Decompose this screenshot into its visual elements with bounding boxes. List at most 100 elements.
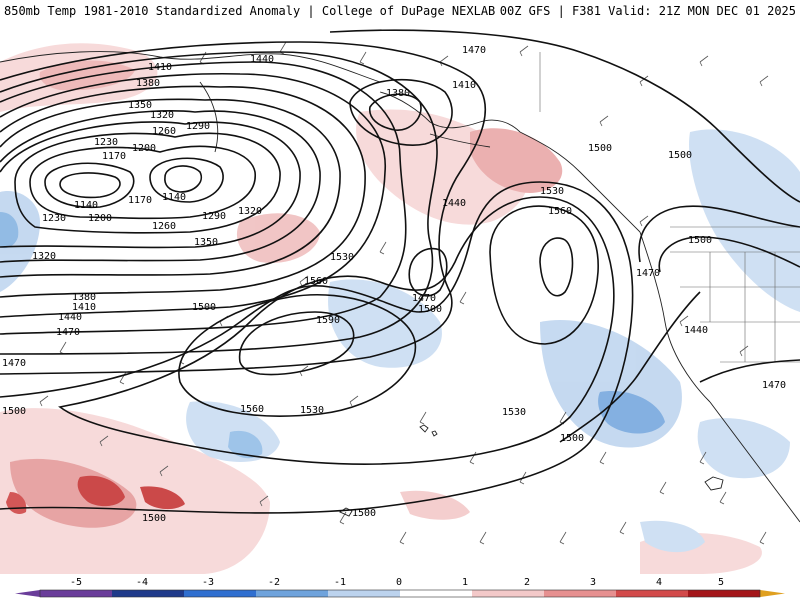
contour-1140-west: [59, 172, 121, 199]
contour-label: 1440: [58, 312, 82, 323]
bc-coast: [639, 231, 711, 403]
colorbar-segment: [688, 590, 707, 597]
colorbar-segment: [490, 590, 509, 597]
colorbar-segment: [670, 590, 689, 597]
colorbar-segment: [472, 590, 491, 597]
colorbar-tick: 5: [718, 577, 724, 588]
colorbar-segment: [328, 590, 347, 597]
contour-label: 1260: [152, 221, 176, 232]
contour-label: 1500: [588, 143, 612, 154]
contour-label: 1230: [94, 137, 118, 148]
contour-1560-east: [489, 205, 599, 345]
height-contours: [0, 29, 800, 514]
contour-label: 1470: [762, 380, 786, 391]
colorbar-tick: 1: [462, 577, 468, 588]
cold-anomaly-west-core: [0, 212, 19, 249]
contour-1140-east: [164, 165, 202, 193]
contour-label: 1320: [238, 206, 262, 217]
colorbar-arrow-right: [760, 590, 785, 597]
colorbar-segment: [634, 590, 653, 597]
contour-label: 1560: [240, 404, 264, 415]
contour-label: 1380: [136, 78, 160, 89]
contour-label: 1470: [56, 327, 80, 338]
warm-anomaly-sw-core-2: [140, 486, 185, 510]
colorbar-tick: 3: [590, 577, 596, 588]
contour-label: 1500: [142, 513, 166, 524]
colorbar-segment: [382, 590, 401, 597]
contour-label: 1320: [32, 251, 56, 262]
warm-anomaly-sw: [0, 408, 270, 574]
contour-1290: [0, 110, 321, 263]
alaska-coast: [379, 91, 521, 133]
colorbar-segment: [436, 590, 455, 597]
colorbar-arrow-left: [15, 590, 40, 597]
colorbar-segment: [562, 590, 581, 597]
colorbar-segment: [742, 590, 761, 597]
contour-label: 1500: [560, 433, 584, 444]
warm-anomaly-south: [400, 490, 470, 520]
map-title: 850mb Temp 1981-2010 Standardized Anomal…: [4, 4, 496, 18]
kamchatka-coast: [199, 81, 219, 153]
colorbar-segment: [256, 590, 275, 597]
colorbar-tick: 0: [396, 577, 402, 588]
colorbar-tick: -1: [334, 577, 346, 588]
contour-label: 1380: [386, 88, 410, 99]
colorbar-segment: [418, 590, 437, 597]
colorbar-tick: 4: [656, 577, 662, 588]
colorbar-segment: [130, 590, 149, 597]
contour-label: 1410: [148, 62, 172, 73]
anomaly-map: 1470 1440 1410 1380 1350 1320 1290 1260 …: [0, 22, 800, 574]
colorbar-segment: [616, 590, 635, 597]
contour-1470: [0, 41, 487, 375]
contour-label: 1440: [442, 198, 466, 209]
contour-1350: [0, 85, 366, 298]
contour-label: 1470: [2, 358, 26, 369]
contour-label: 1560: [304, 276, 328, 287]
cold-anomaly-central: [328, 279, 442, 368]
contour-label: 1530: [540, 186, 564, 197]
cold-anomaly-south-center: [640, 520, 705, 553]
colorbar-segment: [598, 590, 617, 597]
colorbar-segment: [400, 590, 419, 597]
colorbar-segment: [544, 590, 563, 597]
contour-1200: [29, 145, 256, 220]
colorbar-segment: [202, 590, 221, 597]
contour-labels: 1470 1440 1410 1380 1350 1320 1290 1260 …: [2, 45, 786, 524]
colorbar-segment: [346, 590, 365, 597]
contour-1380-alaska: [369, 93, 422, 131]
colorbar-segment: [364, 590, 383, 597]
colorbar-segment: [310, 590, 329, 597]
colorbar-segment: [652, 590, 671, 597]
contour-label: 1140: [162, 192, 186, 203]
contour-1260: [0, 121, 301, 249]
contour-label: 1530: [502, 407, 526, 418]
colorbar-segment: [274, 590, 293, 597]
warm-anomaly-gulf: [470, 128, 563, 193]
warm-anomaly-sw-mid: [10, 458, 137, 528]
contour-1170-east: [149, 157, 224, 203]
contour-label: 1170: [102, 151, 126, 162]
colorbar-tick: 2: [524, 577, 530, 588]
contour-label: 1200: [88, 213, 112, 224]
contour-1560-west: [178, 293, 417, 417]
contour-1590-east: [539, 237, 574, 297]
island-hawaii: [419, 424, 438, 437]
colorbar-ramp: [15, 589, 785, 598]
contour-label: 1500: [352, 508, 376, 519]
contour-1410: [0, 61, 407, 335]
contour-label: 1500: [2, 406, 26, 417]
colorbar-segment: [580, 590, 599, 597]
contour-label: 1350: [194, 237, 218, 248]
contour-1230: [14, 132, 281, 234]
contour-label: 1500: [688, 235, 712, 246]
contour-1530: [58, 196, 615, 465]
state-boundaries: [539, 52, 800, 363]
contour-1500-north: [329, 29, 800, 203]
colorbar-segment: [58, 590, 77, 597]
colorbar-segment: [76, 590, 95, 597]
siberia-coast: [0, 51, 381, 83]
contour-label: 1590: [316, 315, 340, 326]
colorbar-segment: [454, 590, 473, 597]
colorbar-tick: -2: [268, 577, 280, 588]
contour-label: 1440: [250, 54, 274, 65]
